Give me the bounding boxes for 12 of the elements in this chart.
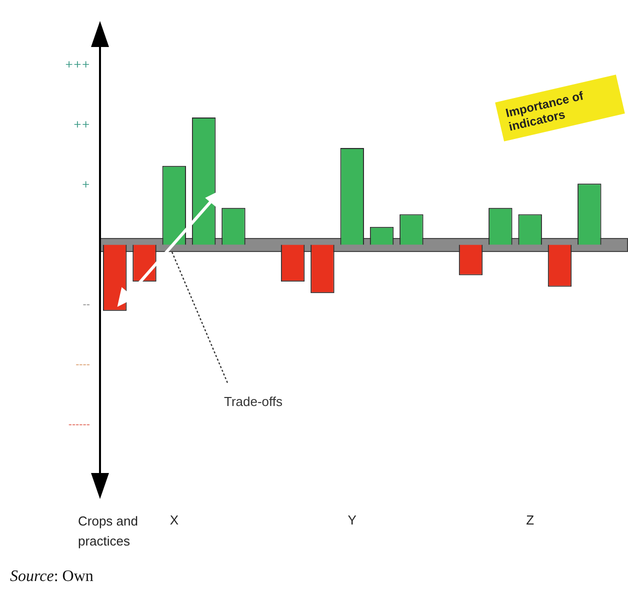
x-axis-title: Crops and practices	[78, 514, 138, 549]
text: +	[82, 179, 90, 190]
x-tick-label: Z	[526, 512, 534, 528]
x-tick-label: Y	[348, 512, 357, 528]
x-tick-label: X	[170, 512, 179, 528]
source-note: Source: Own	[10, 568, 94, 585]
text: +++	[64, 59, 90, 70]
text: ++	[73, 119, 90, 130]
text: ----	[76, 359, 90, 370]
text: ------	[68, 419, 90, 430]
text: Trade-offs	[224, 394, 283, 409]
text: --	[82, 299, 90, 310]
